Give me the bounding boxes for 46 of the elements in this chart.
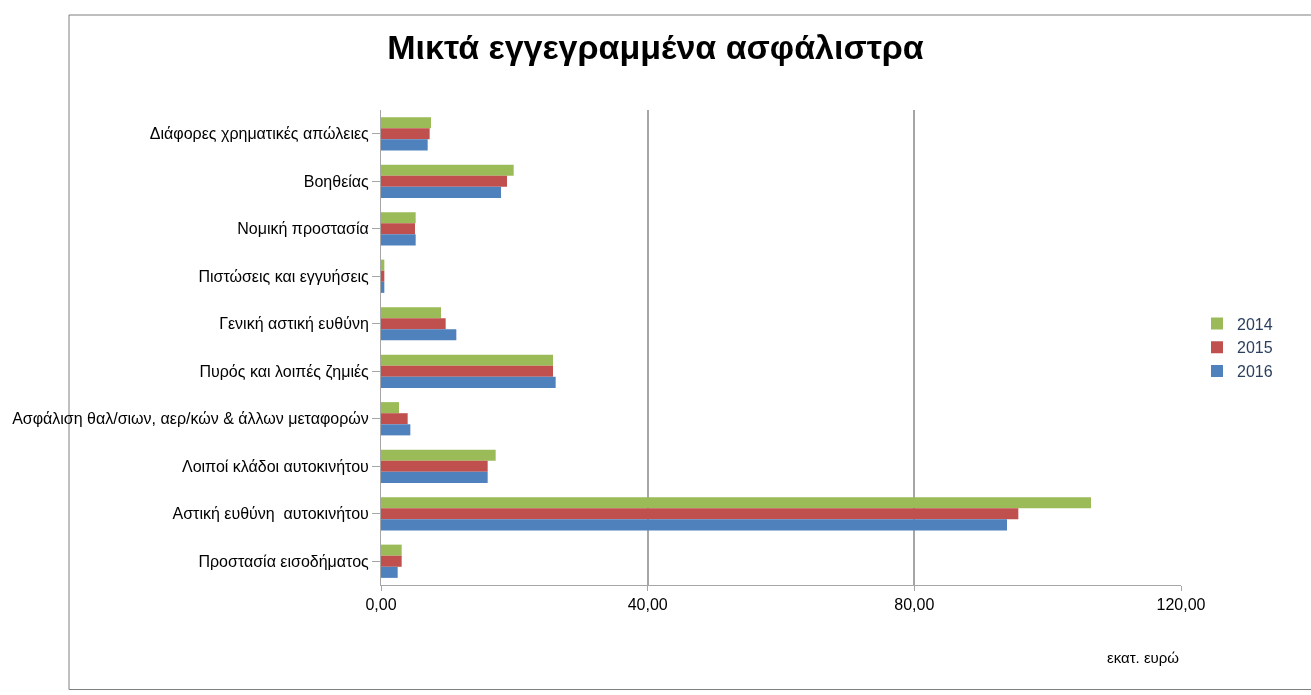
- legend-label: 2015: [1237, 339, 1273, 357]
- bar: [381, 186, 501, 198]
- legend-label: 2016: [1237, 363, 1273, 381]
- bar: [381, 555, 402, 567]
- bar: [381, 329, 457, 341]
- x-axis-title: εκατ. ευρώ: [1107, 649, 1180, 666]
- bar: [381, 519, 1007, 531]
- bar: [381, 471, 488, 483]
- bar: [381, 234, 416, 246]
- bar: [381, 139, 428, 151]
- bar: [381, 307, 441, 319]
- y-tick-label: Αστική ευθύνη αυτοκινήτου: [172, 505, 369, 523]
- y-tick-label: Διάφορες χρηματικές απώλειες: [149, 125, 370, 143]
- bar: [381, 212, 416, 224]
- y-tick-label: Προστασία εισοδήματος: [198, 552, 370, 570]
- bar: [381, 318, 446, 330]
- y-tick-label: Γενική αστική ευθύνη: [219, 315, 369, 333]
- bar: [381, 376, 556, 388]
- bar: [381, 544, 402, 556]
- y-tick-label: Νομική προστασία: [237, 220, 369, 238]
- bar: [381, 460, 488, 472]
- bar: [381, 128, 430, 140]
- x-tick-label: 40,00: [627, 596, 668, 614]
- bar: [381, 424, 411, 436]
- x-tick-label: 80,00: [894, 596, 935, 614]
- chart-title: Μικτά εγγεγραμμένα ασφάλιστρα: [387, 27, 924, 66]
- y-tick-label: Πυρός και λοιπές ζημιές: [199, 362, 370, 381]
- bar: [381, 449, 496, 461]
- bar: [381, 175, 507, 187]
- bar: [381, 365, 553, 377]
- bar: [381, 117, 431, 129]
- bar: [381, 164, 514, 176]
- y-tick-label: Λοιποί κλάδοι αυτοκινήτου: [181, 457, 369, 475]
- x-tick-label: 0,00: [365, 596, 397, 614]
- bar: [381, 223, 415, 235]
- x-tick-label: 120,00: [1156, 596, 1206, 614]
- bar: [381, 497, 1091, 509]
- legend-label: 2014: [1237, 315, 1273, 333]
- y-tick-label: Πιστώσεις και εγγυήσεις: [198, 267, 370, 285]
- y-tick-label: Ασφάλιση θαλ/σιων, αερ/κών & άλλων μεταφορών: [12, 410, 369, 428]
- y-tick-label: Βοηθείας: [303, 172, 370, 190]
- bar: [381, 508, 1019, 520]
- bar: [381, 402, 399, 414]
- bar: [381, 566, 398, 578]
- bar: [381, 354, 553, 366]
- bar: [381, 413, 408, 425]
